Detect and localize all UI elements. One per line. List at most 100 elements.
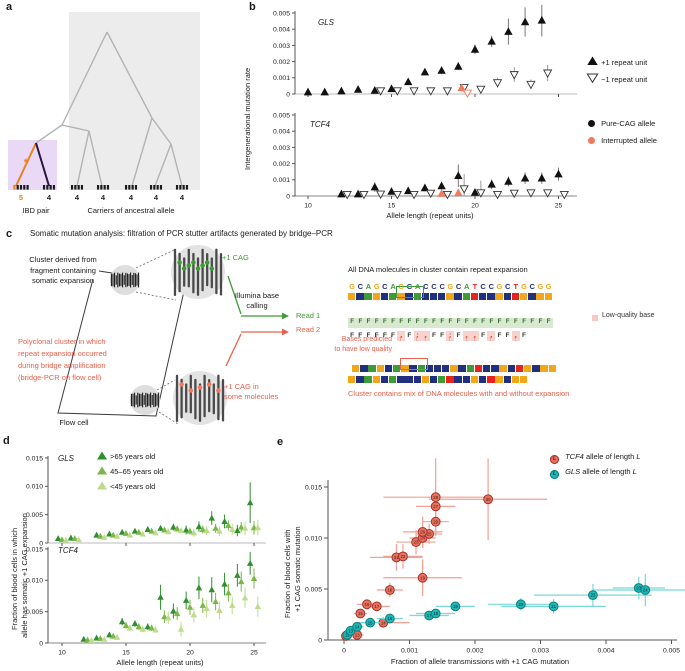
data-point (237, 578, 245, 585)
base-square (364, 375, 372, 383)
repeat-unit-tick (175, 185, 179, 190)
b-legend-pure: Pure-CAG allele (588, 119, 655, 128)
e-x-axis-label: Fraction of allele transmissions with +1… (390, 657, 570, 666)
dna-strand-bar (196, 257, 200, 296)
repeat-count-label: 4 (180, 193, 185, 202)
repeat-unit-tick (13, 185, 16, 190)
flow-cell-diagram (57, 245, 289, 425)
e-legend-tcf4: L TCF4 allele of length L (550, 452, 641, 464)
data-point (420, 183, 430, 192)
bases-predicted-line1: Bases predicted (341, 336, 392, 343)
cluster-circle (110, 265, 140, 295)
x-tick-label: 15 (122, 650, 130, 657)
data-point (250, 575, 258, 581)
repeat-unit-tick (103, 185, 106, 190)
mutated-branch (15, 142, 37, 187)
data-point (67, 534, 75, 541)
data-point (216, 527, 223, 534)
dna-strand-bar (221, 379, 225, 422)
data-point (165, 614, 172, 621)
ibd-highlight-region (8, 140, 57, 190)
data-point (362, 599, 372, 610)
repeat-unit-tick (77, 185, 80, 190)
series (457, 83, 466, 92)
data-point (337, 86, 346, 95)
data-point (483, 494, 494, 505)
data-point (476, 85, 486, 95)
data-point (182, 526, 190, 533)
x-tick-label: 0.005 (663, 648, 680, 655)
d-legend-mid: 45–65 years old (96, 466, 163, 476)
base-square (352, 364, 360, 372)
series (337, 164, 563, 198)
read2-quality-char: F (481, 332, 486, 339)
data-point (225, 522, 232, 528)
base-square (376, 364, 384, 372)
data-point (454, 62, 463, 70)
dna-strand-bar (198, 383, 202, 422)
mutation-asterisk: * (24, 157, 29, 169)
data-point (537, 15, 546, 24)
data-point (450, 601, 461, 612)
allele-length-label: 24 (643, 588, 648, 593)
data-point (237, 523, 245, 530)
c-flow-cell-label: Flow cell (59, 418, 89, 427)
y-tick-label: 0.005 (273, 10, 290, 17)
arrowhead-icon (282, 312, 289, 320)
y-tick-label: 0.002 (273, 161, 290, 168)
data-point (113, 633, 121, 640)
repeat-count-label: 4 (129, 193, 134, 202)
data-point (109, 632, 117, 639)
data-point (118, 528, 126, 535)
y-tick-label: 0.005 (273, 112, 290, 119)
data-point (182, 596, 190, 603)
data-point (144, 623, 151, 630)
dna-strand-bar (215, 248, 218, 295)
read2-quality-char: F (440, 332, 445, 339)
base-square (429, 375, 438, 383)
low-quality-arrow-icon: ↑ (513, 334, 518, 343)
data-point (97, 635, 104, 642)
read1-quality-char: F (503, 318, 512, 328)
tree-branch (170, 143, 183, 187)
data-point (229, 525, 236, 532)
data-point (504, 177, 513, 185)
base-letter: C (488, 282, 494, 291)
read2-quality-char: F (374, 332, 379, 339)
d-y-axis-label-line1: Fraction of blood cells in which (10, 527, 19, 630)
y-tick-label: 0.005 (26, 512, 43, 519)
data-point (161, 526, 168, 533)
base-square (507, 364, 515, 372)
data-point (71, 535, 79, 542)
mutation-dot (204, 260, 210, 265)
d-legend-young-label: <45 years old (110, 482, 156, 491)
data-point (542, 189, 553, 198)
repeat-unit-tick (52, 185, 56, 190)
read1-quality-char: F (372, 318, 381, 328)
repeat-unit-tick (179, 185, 182, 190)
x-tick-label: 10 (304, 203, 312, 210)
read1-quality-char: F (438, 318, 447, 328)
base-square (454, 292, 462, 300)
data-point (148, 624, 155, 631)
y-tick-label: 0.005 (26, 609, 43, 616)
c-polyclonal-label: Polyclonal cluster in which repeat expan… (18, 336, 107, 384)
base-square (425, 364, 434, 372)
panel-label-b: b (249, 1, 256, 13)
base-square (462, 292, 471, 300)
y-tick-label: 0.005 (305, 586, 322, 593)
series (54, 482, 254, 542)
data-point (640, 585, 651, 595)
read2-quality-char: F (366, 332, 371, 339)
dna-strand-bar (173, 248, 177, 296)
e-y-axis-label-line2: +1 CAG somatic mutation (293, 526, 302, 612)
ibd-pair-label: IBD pair (22, 206, 50, 215)
base-square (479, 292, 487, 300)
data-point (106, 631, 113, 638)
base-square (528, 292, 536, 300)
dna-strand-bar (210, 257, 213, 289)
read2-quality-char: F (407, 332, 412, 339)
data-point (131, 620, 139, 627)
e-legend-gls-var: L (632, 467, 637, 476)
